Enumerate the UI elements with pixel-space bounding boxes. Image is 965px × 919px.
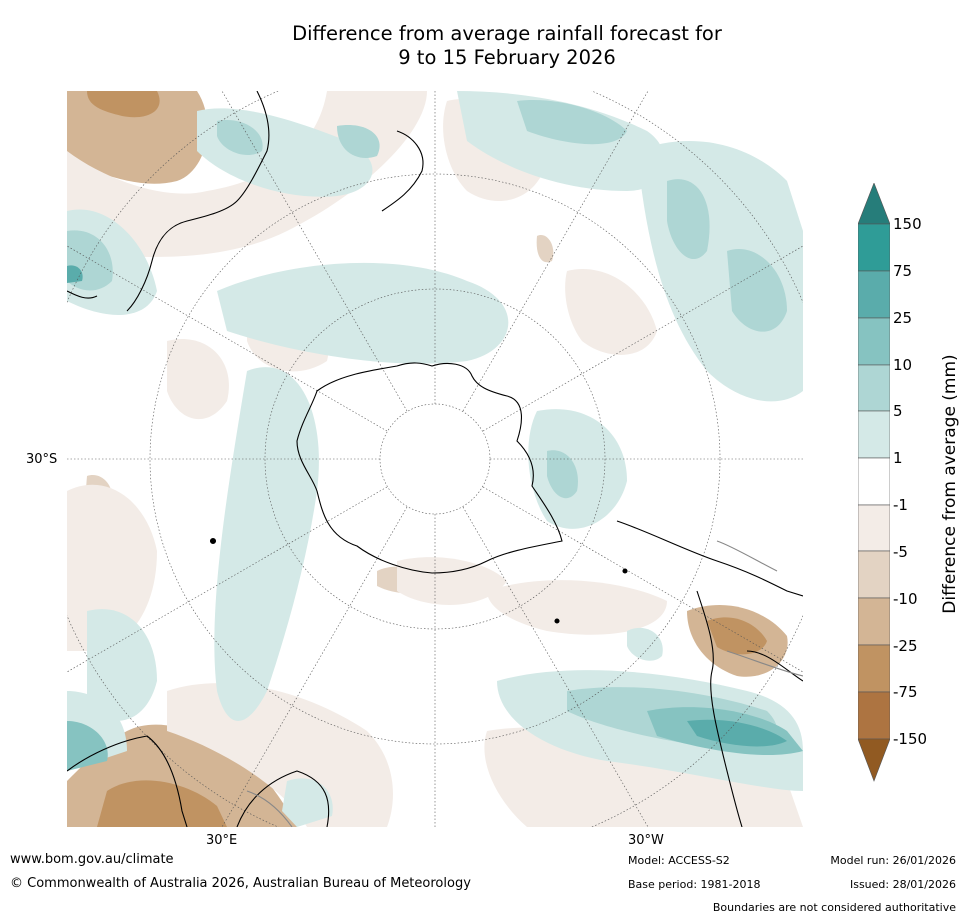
colorbar-tick-minus1: -1 [893, 496, 908, 514]
colorbar-tick-minus150: -150 [893, 730, 928, 748]
colorbar-segment-10to25 [858, 317, 890, 366]
colorbar-under-triangle [858, 738, 890, 782]
colorbar-tick-75: 75 [893, 262, 913, 280]
lat-label-30s: 30°S [26, 452, 58, 467]
colorbar-tick-minus75: -75 [893, 683, 918, 701]
map-title-line2: 9 to 15 February 2026 [398, 46, 616, 69]
colorbar-over-triangle [858, 183, 890, 225]
colorbar [858, 183, 890, 782]
colorbar-segment-neutral [858, 457, 890, 506]
colorbar-segment-25to75 [858, 270, 890, 319]
colorbar-tick-minus25: -25 [893, 637, 918, 655]
disclaimer-text: Boundaries are not considered authoritat… [712, 901, 956, 914]
colorbar-tick-minus10: -10 [893, 590, 918, 608]
map-title: Difference from average rainfall forecas… [200, 22, 814, 70]
website-link[interactable]: www.bom.gov.au/climate [10, 852, 174, 867]
colorbar-segment-m10tom25 [858, 597, 890, 646]
map-canvas [67, 91, 803, 827]
model-text: Model: ACCESS-S2 [628, 854, 730, 867]
country-boundaries [246, 540, 803, 827]
graticule [67, 91, 803, 827]
colorbar-segment-m1tom5 [858, 504, 890, 552]
colorbar-title: Difference from average (mm) [940, 354, 960, 614]
colorbar-segment-m25tom75 [858, 644, 890, 693]
colorbar-tick-1: 1 [893, 449, 903, 467]
colorbar-segment-5to10 [858, 364, 890, 412]
colorbar-tick-10: 10 [893, 356, 913, 374]
base-period-text: Base period: 1981-2018 [628, 878, 761, 891]
coastlines [67, 91, 803, 827]
colorbar-segment-m75tom150 [858, 691, 890, 740]
colorbar-tick-25: 25 [893, 309, 913, 327]
colorbar-tick-minus5: -5 [893, 543, 908, 561]
lon-label-30w: 30°W [628, 833, 664, 848]
colorbar-segment-1to5 [858, 410, 890, 459]
wet-anomaly-regions [67, 91, 803, 827]
colorbar-segment-gt75 [858, 223, 890, 272]
lon-label-30e: 30°E [206, 833, 238, 848]
colorbar-tick-5: 5 [893, 402, 903, 420]
rainfall-map[interactable] [67, 91, 803, 827]
model-run-text: Model run: 26/01/2026 [830, 854, 956, 867]
copyright-text: © Commonwealth of Australia 2026, Austra… [10, 876, 471, 891]
map-title-line1: Difference from average rainfall forecas… [292, 22, 722, 45]
issued-text: Issued: 28/01/2026 [849, 878, 956, 891]
colorbar-tick-150: 150 [893, 215, 922, 233]
colorbar-segment-m5tom10 [858, 550, 890, 599]
